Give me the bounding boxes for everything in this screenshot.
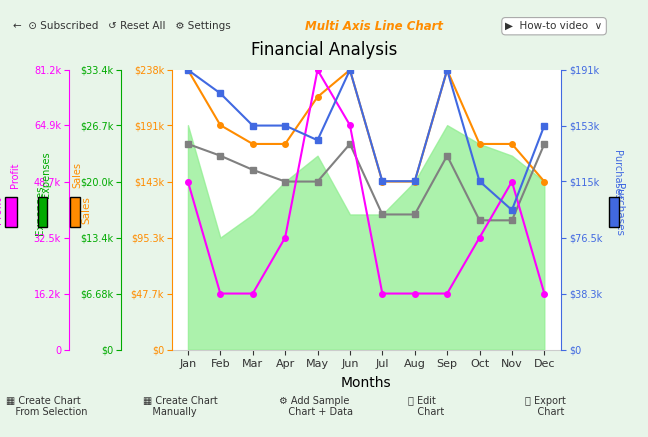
- Text: Sales: Sales: [73, 162, 83, 188]
- Text: ←  ⊙ Subscribed   ↺ Reset All   ⚙ Settings: ← ⊙ Subscribed ↺ Reset All ⚙ Settings: [13, 21, 231, 31]
- Text: Multi Axis Line Chart: Multi Axis Line Chart: [305, 20, 443, 33]
- Y-axis label: Expenses: Expenses: [36, 185, 45, 235]
- Text: ▦ Create Chart
   Manually: ▦ Create Chart Manually: [143, 395, 217, 417]
- Text: Financial Analysis: Financial Analysis: [251, 41, 397, 59]
- X-axis label: Months: Months: [341, 376, 391, 390]
- Text: 📤 Export
    Chart: 📤 Export Chart: [525, 395, 566, 417]
- Text: Purchases: Purchases: [612, 150, 622, 200]
- Text: ⚙ Add Sample
   Chart + Data: ⚙ Add Sample Chart + Data: [279, 395, 353, 417]
- Text: ▶  How-to video  ∨: ▶ How-to video ∨: [505, 21, 603, 31]
- Text: 📊 Edit
   Chart: 📊 Edit Chart: [408, 395, 445, 417]
- Y-axis label: Sales: Sales: [82, 196, 92, 224]
- Y-axis label: Purchases: Purchases: [614, 183, 624, 236]
- Text: Profit: Profit: [10, 162, 20, 187]
- Text: Expenses: Expenses: [41, 152, 51, 198]
- Text: ▦ Create Chart
   From Selection: ▦ Create Chart From Selection: [6, 395, 88, 417]
- Y-axis label: Profit: Profit: [0, 196, 3, 223]
